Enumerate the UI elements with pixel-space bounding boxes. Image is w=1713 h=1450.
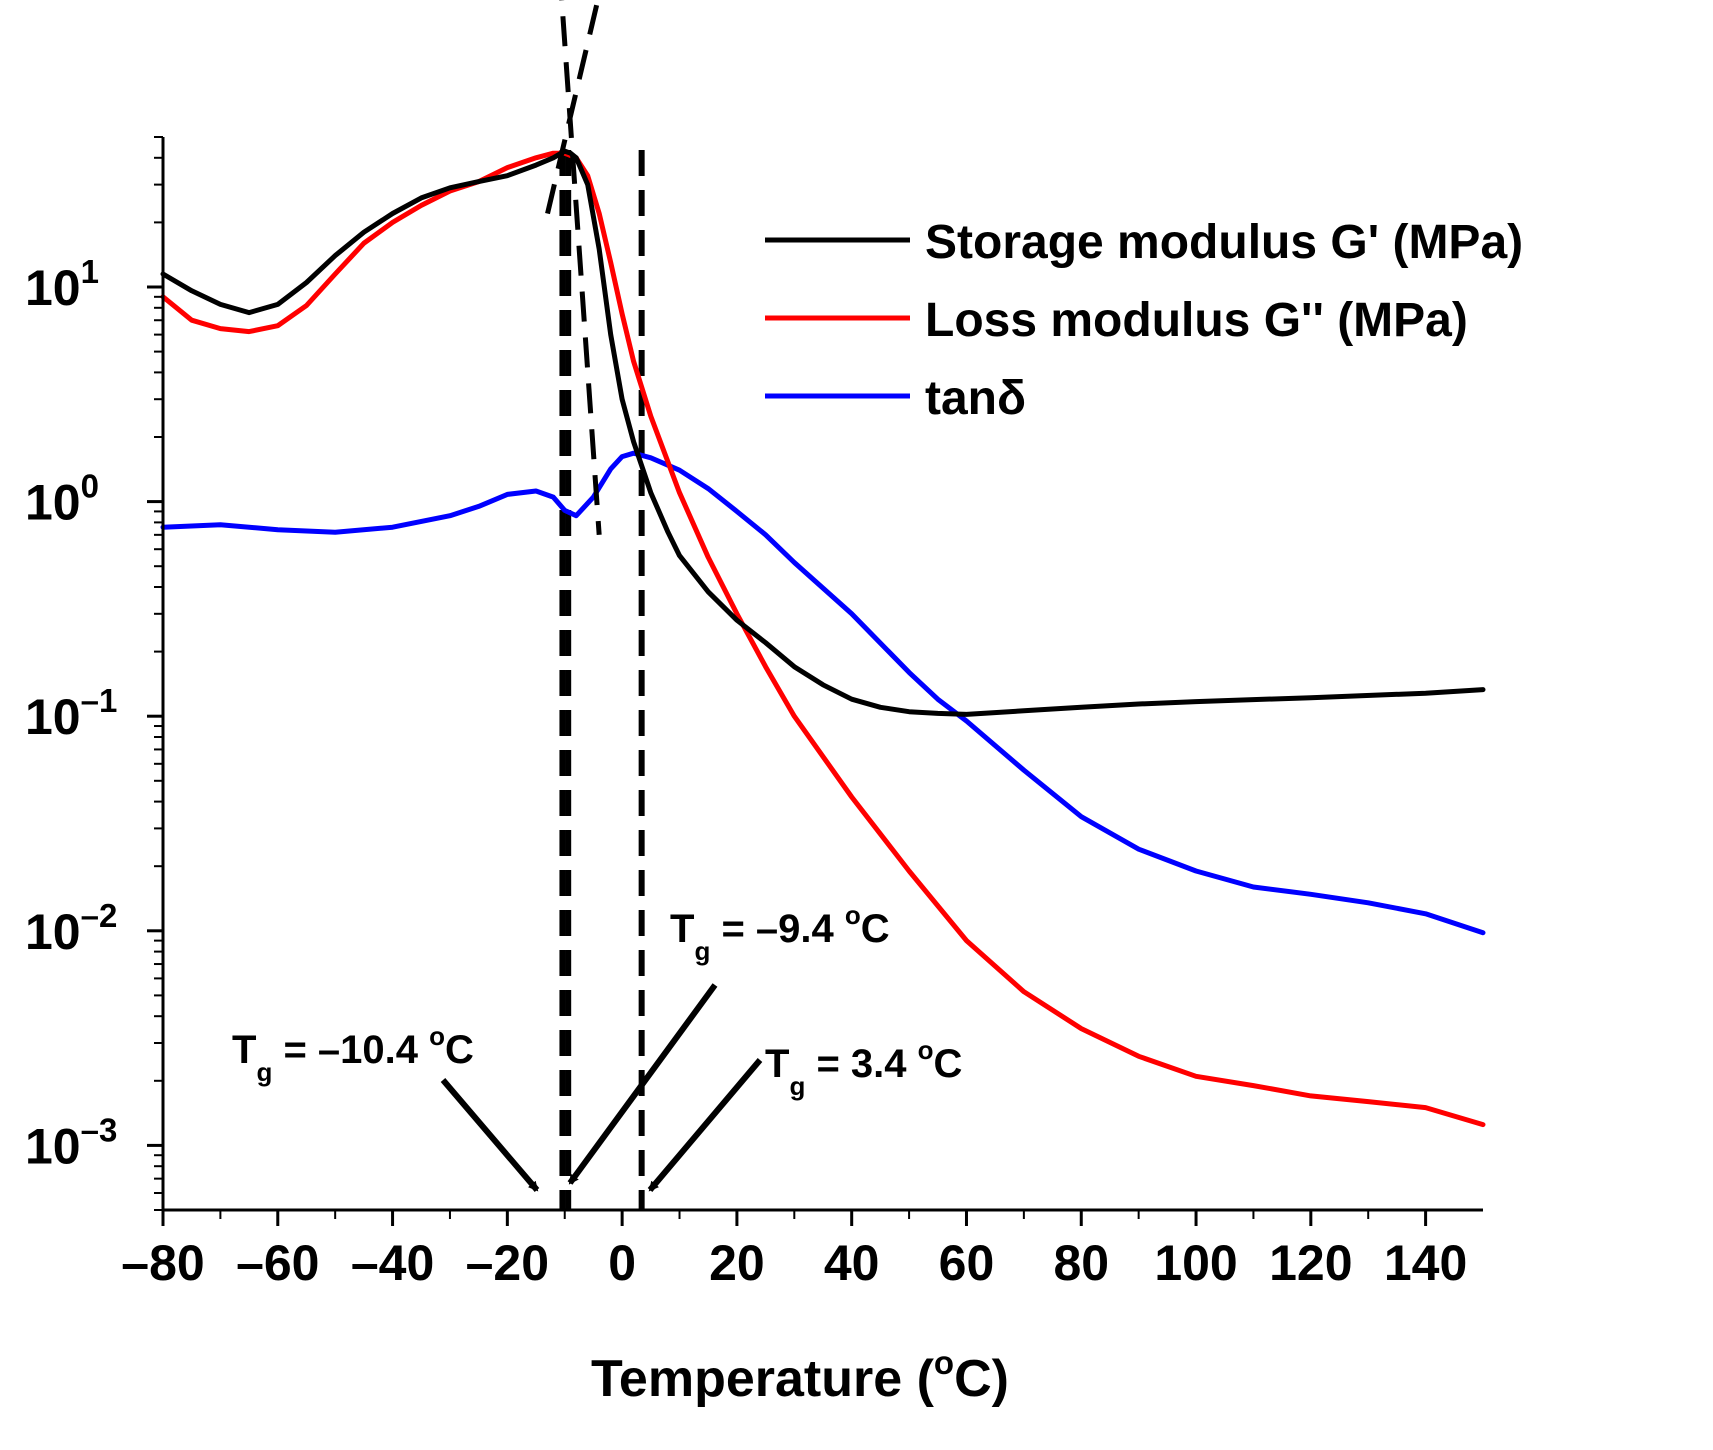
x-tick-label: 100 [1154, 1235, 1237, 1291]
legend-label-tandelta: tanδ [925, 372, 1026, 425]
x-tick-label: 120 [1269, 1235, 1352, 1291]
legend: Storage modulus G' (MPa) Loss modulus G'… [765, 216, 1523, 425]
y-tick-label: 10–1 [25, 682, 117, 745]
x-tick-label: –80 [121, 1235, 204, 1291]
y-tick-label: 100 [25, 468, 99, 531]
annotation-arrow-tg-minus-9-4 [567, 983, 718, 1185]
x-tick-label: 0 [608, 1235, 636, 1291]
x-tick-label: 60 [939, 1235, 995, 1291]
storage-modulus-line [160, 148, 1486, 717]
annotation-tg-3-4: Tg = 3.4 oC [765, 1035, 962, 1101]
annotation-tg-minus-9-4: Tg = –9.4 oC [670, 900, 890, 966]
legend-label-loss: Loss modulus G'' (MPa) [925, 294, 1468, 347]
x-axis-title-unit: C) [954, 1350, 1009, 1408]
x-axis-title: Temperature (oC) [591, 1344, 1009, 1408]
y-ticks: 101 100 10–1 10–2 10–3 [25, 136, 163, 1211]
tangent-dashed-line [559, 0, 602, 536]
x-tick-label: 20 [709, 1235, 765, 1291]
loss-modulus-line [160, 150, 1486, 1128]
x-tick-label: 140 [1384, 1235, 1467, 1291]
plot-area [160, 148, 1486, 1210]
tangent-dashed-line [545, 0, 601, 215]
y-tick-label: 101 [25, 253, 99, 316]
annotations: Tg = –10.4 oC Tg = –9.4 oC Tg = 3.4 oC [232, 900, 962, 1192]
x-tick-label: –60 [236, 1235, 319, 1291]
legend-label-storage: Storage modulus G' (MPa) [925, 216, 1523, 269]
x-tick-label: 80 [1053, 1235, 1109, 1291]
x-axis-title-degree: o [934, 1344, 954, 1381]
tandelta-line [160, 450, 1486, 936]
x-tick-label: –40 [351, 1235, 434, 1291]
x-axis-title-main: Temperature ( [591, 1350, 935, 1408]
x-tick-label: 40 [824, 1235, 880, 1291]
annotation-arrow-tg-3-4 [647, 1058, 763, 1192]
x-tick-label: –20 [466, 1235, 549, 1291]
x-ticks: –80 –60 –40 –20 0 20 40 60 80 100 120 140 [121, 1210, 1467, 1291]
y-tick-label: 10–2 [25, 897, 117, 960]
annotation-tg-minus-10-4: Tg = –10.4 oC [232, 1021, 474, 1087]
y-tick-label: 10–3 [25, 1111, 117, 1174]
annotation-arrow-tg-minus-10-4 [440, 1078, 540, 1192]
